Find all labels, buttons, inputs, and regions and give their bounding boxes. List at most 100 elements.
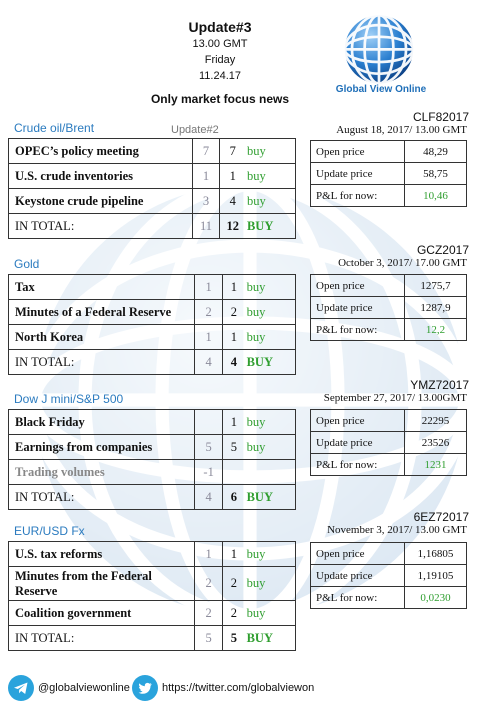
row-name: Black Friday xyxy=(7,409,196,435)
row-prev xyxy=(194,409,224,435)
open-price-label: Open price xyxy=(310,542,405,565)
update-price-label: Update price xyxy=(310,296,405,319)
total-prev: 4 xyxy=(194,484,224,510)
row-curr: 1 xyxy=(219,163,245,189)
contract-date-dow: September 27, 2017/ 13.00GMT xyxy=(323,392,467,404)
row-signal: buy xyxy=(244,324,296,350)
row-name: Keystone crude pipeline xyxy=(8,188,193,214)
row-curr: 4 xyxy=(219,188,245,214)
section-label-crude: Crude oil/Brent xyxy=(14,121,95,135)
table-row: Minutes of a Federal Reserve 2 2 buy xyxy=(7,299,296,325)
total-curr: 6 xyxy=(222,484,245,510)
total-row: IN TOTAL: 4 6 BUY xyxy=(7,484,296,510)
row-prev: 1 xyxy=(194,324,224,350)
row-name: Coalition government xyxy=(7,600,196,626)
table-row: Update price 58,75 xyxy=(310,162,467,185)
open-price-value: 1,16805 xyxy=(404,542,467,565)
section-label-eurusd: EUR/USD Fx xyxy=(14,524,85,538)
table-row: North Korea 1 1 buy xyxy=(7,324,296,350)
contract-code-eurusd: 6EZ72017 xyxy=(413,510,469,524)
total-row: IN TOTAL: 4 4 BUY xyxy=(7,349,296,375)
total-row: IN TOTAL: 11 12 BUY xyxy=(8,213,296,239)
update-price-value: 1,19105 xyxy=(404,564,467,587)
total-curr: 12 xyxy=(219,213,245,239)
row-name: Minutes from the Federal Reserve xyxy=(7,566,196,601)
open-price-value: 48,29 xyxy=(404,140,467,163)
pl-table-crude: Open price 48,29 Update price 58,75 P&L fo… xyxy=(310,140,467,207)
table-row: U.S. tax reforms 1 1 buy xyxy=(7,541,296,567)
twitter-icon[interactable] xyxy=(132,675,158,701)
table-row: Minutes from the Federal Reserve 2 2 buy xyxy=(7,566,296,601)
news-table-crude: OPEC’s policy meeting 7 7 buy U.S. crude… xyxy=(8,138,296,239)
row-curr xyxy=(222,459,245,485)
row-prev: 2 xyxy=(194,566,224,601)
news-table-gold: Tax 1 1 buy Minutes of a Federal Reserve… xyxy=(7,274,296,375)
section-label-gold: Gold xyxy=(14,257,40,271)
row-name: U.S. crude inventories xyxy=(8,163,193,189)
contract-code-dow: YMZ72017 xyxy=(410,378,469,392)
total-label: IN TOTAL: xyxy=(7,484,196,510)
total-label: IN TOTAL: xyxy=(8,213,193,239)
row-signal: buy xyxy=(244,541,296,567)
row-signal xyxy=(244,459,296,485)
row-signal: buy xyxy=(244,566,296,601)
total-prev: 4 xyxy=(194,349,224,375)
contract-date-crude: August 18, 2017/ 13.00 GMT xyxy=(336,124,467,136)
row-name: North Korea xyxy=(7,324,196,350)
telegram-handle[interactable]: @globalviewonline xyxy=(38,682,130,694)
row-curr: 5 xyxy=(222,434,245,460)
row-signal: buy xyxy=(244,163,296,189)
contract-date-eurusd: November 3, 2017/ 13.00 GMT xyxy=(327,524,467,536)
telegram-icon[interactable] xyxy=(8,675,34,701)
pl-value: 1231 xyxy=(404,453,467,476)
table-row: Open price 1,16805 xyxy=(310,542,467,565)
table-row: Update price 23526 xyxy=(310,431,467,454)
table-row: U.S. crude inventories 1 1 buy xyxy=(8,163,296,189)
report-header: Update#3 13.00 GMT Friday 11.24.17 Only … xyxy=(120,18,320,106)
row-curr: 1 xyxy=(222,274,245,300)
report-time: 13.00 GMT xyxy=(192,38,248,50)
row-name: U.S. tax reforms xyxy=(7,541,196,567)
table-row: P&L for now: 10,46 xyxy=(310,184,467,207)
update-price-value: 23526 xyxy=(404,431,467,454)
update-price-label: Update price xyxy=(310,162,405,185)
total-label: IN TOTAL: xyxy=(7,349,196,375)
pl-label: P&L for now: xyxy=(310,453,405,476)
row-curr: 2 xyxy=(222,600,245,626)
table-row: Black Friday 1 buy xyxy=(7,409,296,435)
update-price-value: 1287,9 xyxy=(404,296,467,319)
table-row: Tax 1 1 buy xyxy=(7,274,296,300)
row-name: Tax xyxy=(7,274,196,300)
twitter-link[interactable]: https://twitter.com/globalviewon xyxy=(162,682,315,694)
pl-table-gold: Open price 1275,7 Update price 1287,9 P&L … xyxy=(310,274,467,341)
table-row: P&L for now: 12,2 xyxy=(310,318,467,341)
row-signal: buy xyxy=(244,434,296,460)
total-curr: 5 xyxy=(222,625,245,651)
row-curr: 1 xyxy=(222,409,245,435)
total-label: IN TOTAL: xyxy=(7,625,196,651)
contract-code-crude: CLF82017 xyxy=(412,110,469,124)
update-label: Update#2 xyxy=(171,124,219,136)
update-price-value: 58,75 xyxy=(404,162,467,185)
row-name: OPEC’s policy meeting xyxy=(8,138,193,164)
total-signal: BUY xyxy=(244,349,296,375)
pl-table-dow: Open price 22295 Update price 23526 P&L fo… xyxy=(310,409,467,476)
report-title: Update#3 xyxy=(188,19,252,35)
update-price-label: Update price xyxy=(310,564,405,587)
pl-value: 0,0230 xyxy=(404,586,467,609)
table-row: Update price 1,19105 xyxy=(310,564,467,587)
row-prev: 2 xyxy=(194,600,224,626)
row-curr: 1 xyxy=(222,541,245,567)
total-row: IN TOTAL: 5 5 BUY xyxy=(7,625,296,651)
table-row: Earnings from companies 5 5 buy xyxy=(7,434,296,460)
report-subtitle: Only market focus news xyxy=(150,92,290,106)
row-curr: 2 xyxy=(222,299,245,325)
pl-label: P&L for now: xyxy=(310,586,405,609)
pl-label: P&L for now: xyxy=(310,318,405,341)
total-curr: 4 xyxy=(222,349,245,375)
contract-date-gold: October 3, 2017/ 17.00 GMT xyxy=(338,257,467,269)
table-row: Coalition government 2 2 buy xyxy=(7,600,296,626)
row-name: Earnings from companies xyxy=(7,434,196,460)
pl-label: P&L for now: xyxy=(310,184,405,207)
news-table-dow: Black Friday 1 buy Earnings from compani… xyxy=(7,409,296,510)
